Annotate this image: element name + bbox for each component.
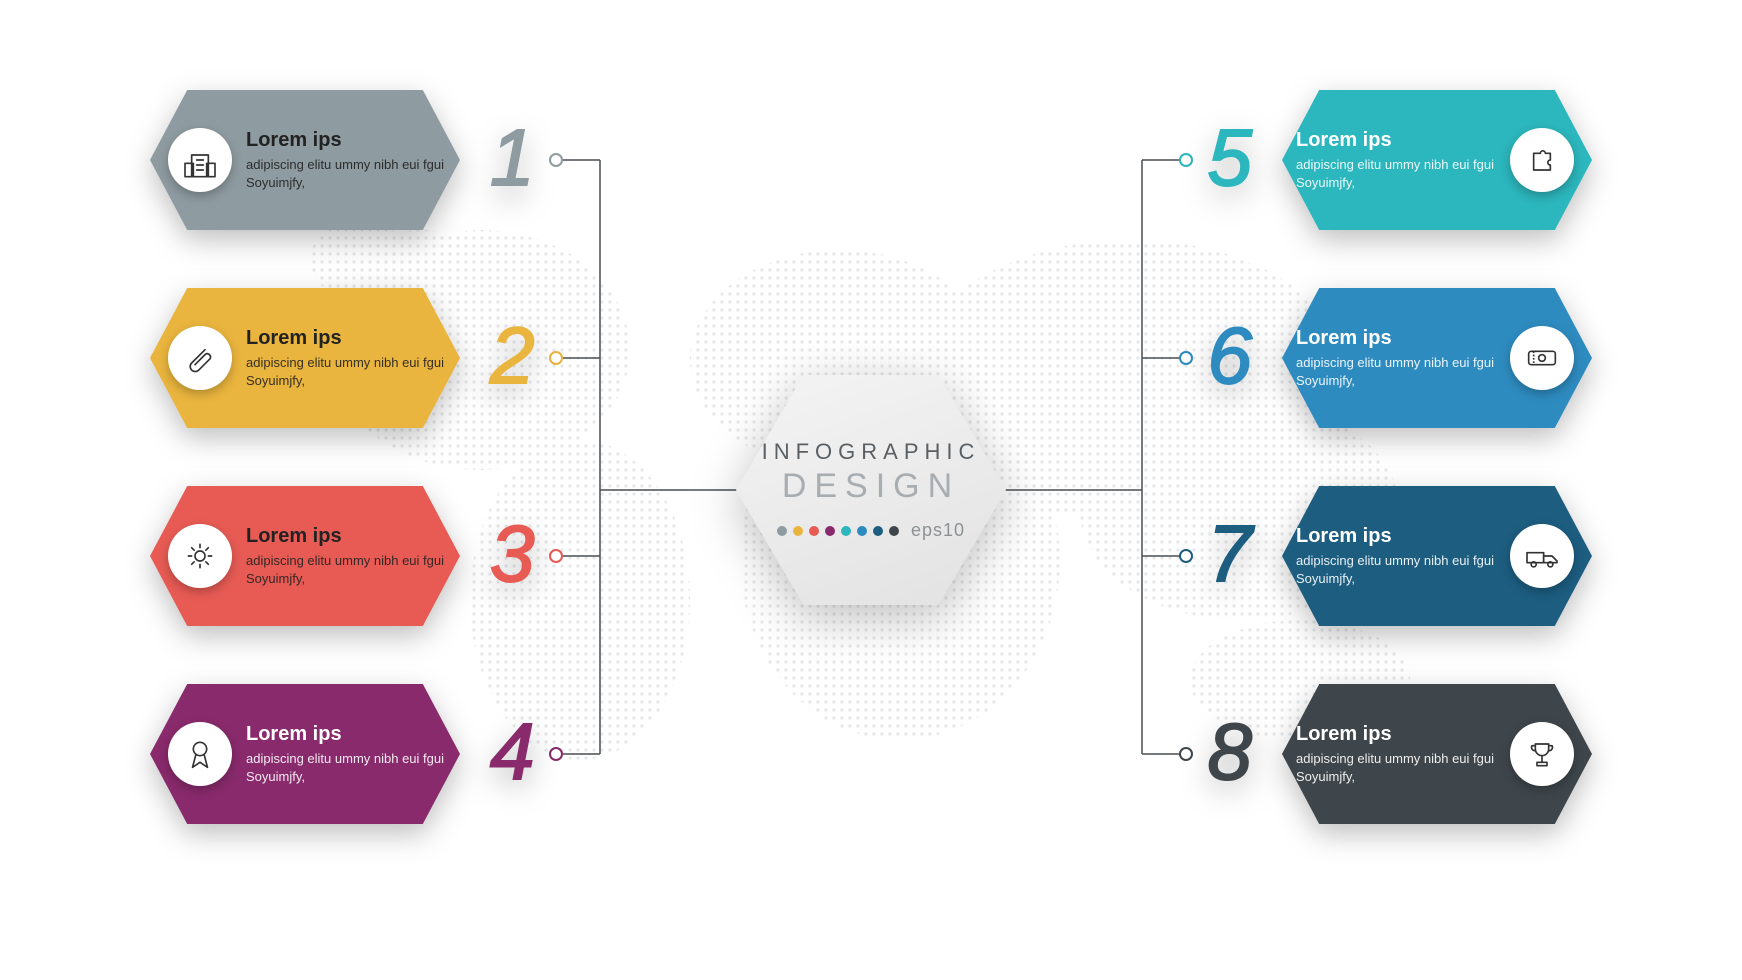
left-item-2-shape: Lorem ips adipiscing elitu ummy nibh eui … (150, 288, 460, 428)
medal-icon (168, 722, 232, 786)
center-title-line2: DESIGN (782, 467, 960, 506)
center-subtitle: eps10 (911, 520, 965, 541)
palette-dot-1 (777, 526, 787, 536)
left-item-3-body: adipiscing elitu ummy nibh eui fgui Soyu… (246, 552, 446, 587)
center-hexagon-shape: INFOGRAPHIC DESIGN eps10 (736, 375, 1006, 605)
number-6: 6 (1208, 310, 1253, 402)
right-item-2-shape: Lorem ips adipiscing elitu ummy nibh eui … (1282, 288, 1592, 428)
left-item-4: Lorem ips adipiscing elitu ummy nibh eui … (150, 684, 460, 824)
left-column: Lorem ips adipiscing elitu ummy nibh eui … (150, 90, 460, 824)
left-item-1-shape: Lorem ips adipiscing elitu ummy nibh eui … (150, 90, 460, 230)
center-title-line1: INFOGRAPHIC (762, 439, 981, 465)
number-3: 3 (490, 508, 535, 600)
left-item-4-body: adipiscing elitu ummy nibh eui fgui Soyu… (246, 750, 446, 785)
right-item-4-shape: Lorem ips adipiscing elitu ummy nibh eui … (1282, 684, 1592, 824)
right-item-2-body: adipiscing elitu ummy nibh eui fgui Soyu… (1296, 354, 1496, 389)
building-icon (168, 128, 232, 192)
left-item-3-text: Lorem ips adipiscing elitu ummy nibh eui … (246, 525, 446, 587)
left-item-3-title: Lorem ips (246, 525, 446, 548)
number-4: 4 (490, 706, 535, 798)
left-item-3-shape: Lorem ips adipiscing elitu ummy nibh eui … (150, 486, 460, 626)
trophy-icon (1510, 722, 1574, 786)
number-2: 2 (490, 310, 535, 402)
palette-dot-2 (793, 526, 803, 536)
palette-dot-4 (825, 526, 835, 536)
right-item-1-body: adipiscing elitu ummy nibh eui fgui Soyu… (1296, 156, 1496, 191)
paperclip-icon (168, 326, 232, 390)
right-item-1-title: Lorem ips (1296, 129, 1496, 152)
ticket-icon (1510, 326, 1574, 390)
left-item-2-body: adipiscing elitu ummy nibh eui fgui Soyu… (246, 354, 446, 389)
center-dots-row: eps10 (777, 520, 965, 541)
right-item-3-text: Lorem ips adipiscing elitu ummy nibh eui … (1296, 525, 1496, 587)
left-item-4-text: Lorem ips adipiscing elitu ummy nibh eui … (246, 723, 446, 785)
right-item-3: Lorem ips adipiscing elitu ummy nibh eui … (1282, 486, 1592, 626)
right-item-4-title: Lorem ips (1296, 723, 1496, 746)
right-item-2-text: Lorem ips adipiscing elitu ummy nibh eui … (1296, 327, 1496, 389)
center-hexagon: INFOGRAPHIC DESIGN eps10 (736, 375, 1006, 605)
number-5: 5 (1208, 112, 1253, 204)
left-item-4-title: Lorem ips (246, 723, 446, 746)
gear-icon (168, 524, 232, 588)
left-item-4-shape: Lorem ips adipiscing elitu ummy nibh eui … (150, 684, 460, 824)
palette-dot-6 (857, 526, 867, 536)
number-1: 1 (490, 112, 535, 204)
number-7: 7 (1208, 508, 1253, 600)
right-item-4: Lorem ips adipiscing elitu ummy nibh eui … (1282, 684, 1592, 824)
right-item-2-title: Lorem ips (1296, 327, 1496, 350)
right-item-4-text: Lorem ips adipiscing elitu ummy nibh eui … (1296, 723, 1496, 785)
right-item-1-text: Lorem ips adipiscing elitu ummy nibh eui … (1296, 129, 1496, 191)
left-item-1: Lorem ips adipiscing elitu ummy nibh eui … (150, 90, 460, 230)
number-8: 8 (1208, 706, 1253, 798)
palette-dot-5 (841, 526, 851, 536)
left-item-2-text: Lorem ips adipiscing elitu ummy nibh eui … (246, 327, 446, 389)
left-item-2: Lorem ips adipiscing elitu ummy nibh eui … (150, 288, 460, 428)
left-item-2-title: Lorem ips (246, 327, 446, 350)
left-item-1-body: adipiscing elitu ummy nibh eui fgui Soyu… (246, 156, 446, 191)
truck-icon (1510, 524, 1574, 588)
right-item-3-body: adipiscing elitu ummy nibh eui fgui Soyu… (1296, 552, 1496, 587)
right-item-2: Lorem ips adipiscing elitu ummy nibh eui … (1282, 288, 1592, 428)
palette-dot-8 (889, 526, 899, 536)
puzzle-icon (1510, 128, 1574, 192)
right-item-1: Lorem ips adipiscing elitu ummy nibh eui … (1282, 90, 1592, 230)
palette-dot-3 (809, 526, 819, 536)
left-item-1-title: Lorem ips (246, 129, 446, 152)
right-item-1-shape: Lorem ips adipiscing elitu ummy nibh eui … (1282, 90, 1592, 230)
right-column: Lorem ips adipiscing elitu ummy nibh eui … (1282, 90, 1592, 824)
right-item-3-shape: Lorem ips adipiscing elitu ummy nibh eui … (1282, 486, 1592, 626)
right-item-3-title: Lorem ips (1296, 525, 1496, 548)
left-item-3: Lorem ips adipiscing elitu ummy nibh eui … (150, 486, 460, 626)
left-item-1-text: Lorem ips adipiscing elitu ummy nibh eui … (246, 129, 446, 191)
right-item-4-body: adipiscing elitu ummy nibh eui fgui Soyu… (1296, 750, 1496, 785)
palette-dot-7 (873, 526, 883, 536)
